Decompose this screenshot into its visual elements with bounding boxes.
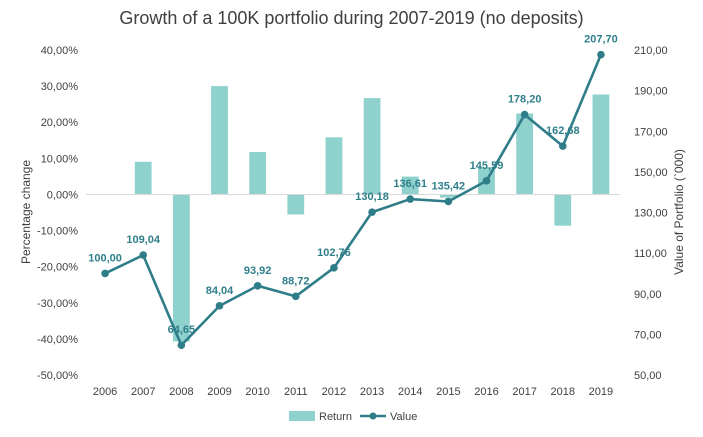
x-tick-label: 2014: [398, 386, 422, 398]
value-label-2011: 88,72: [282, 275, 310, 287]
x-tick-label: 2015: [436, 386, 460, 398]
value-point-2018: [558, 142, 567, 150]
right-axis-title: Value of Portfolio (`000): [672, 149, 686, 275]
x-tick-label: 2008: [169, 386, 193, 398]
value-point-2016: [482, 177, 491, 185]
right-tick-label: 50,00: [634, 370, 662, 382]
value-label-2013: 130,18: [355, 191, 389, 203]
bar-return-2007: [134, 161, 152, 195]
bar-return-2013: [363, 98, 381, 195]
x-tick-label: 2017: [512, 386, 536, 398]
right-tick-label: 150,00: [634, 167, 668, 179]
bar-return-2014: [401, 176, 419, 195]
value-label-2019: 207,70: [584, 34, 618, 46]
right-tick-label: 70,00: [634, 329, 662, 341]
value-label-2009: 84,04: [206, 285, 234, 297]
x-tick-label: 2011: [284, 386, 308, 398]
right-tick-label: 210,00: [634, 45, 668, 57]
left-tick-label: -10,00%: [37, 226, 78, 238]
left-tick-label: 20,00%: [41, 117, 79, 129]
left-tick-label: 10,00%: [41, 153, 79, 165]
bar-return-2019: [592, 94, 610, 195]
value-point-2011: [291, 292, 300, 301]
value-label-2018: 162,68: [546, 125, 580, 137]
x-tick-label: 2012: [322, 386, 346, 398]
value-point-2015: [444, 197, 453, 206]
legend-label-value: Value: [390, 411, 417, 423]
bar-series-return: [134, 86, 610, 342]
value-point-2010: [253, 281, 262, 290]
value-label-2014: 136,61: [393, 178, 427, 190]
value-point-2014: [406, 195, 415, 203]
value-label-2017: 178,20: [508, 94, 542, 106]
value-point-2019: [597, 50, 605, 59]
left-tick-label: -50,00%: [37, 370, 78, 382]
bar-return-2010: [249, 151, 267, 195]
left-tick-label: 40,00%: [41, 45, 79, 57]
x-tick-label: 2009: [207, 386, 231, 398]
legend-swatch-value-marker: [369, 412, 377, 420]
right-tick-label: 170,00: [634, 126, 668, 138]
line-series-value: 100,00 109,04 64,65 84,04 93,92 88,72 102,76 13…: [88, 34, 618, 350]
right-tick-label: 110,00: [634, 248, 667, 260]
x-tick-label: 2010: [245, 386, 269, 398]
legend-swatch-return: [289, 411, 315, 421]
right-axis-ticks: 210,00 190,00 170,00 150,00 130,00 110,00 90,0…: [634, 45, 668, 382]
value-label-2016: 145,59: [470, 160, 504, 172]
x-tick-label: 2013: [360, 386, 384, 398]
legend-label-return: Return: [319, 411, 352, 423]
value-label-2007: 109,04: [126, 234, 161, 246]
value-line-path: [104, 54, 603, 347]
left-tick-label: 30,00%: [41, 81, 79, 93]
left-axis-ticks: 40,00% 30,00% 20,00% 10,00% 0,00% -10,00% -20,…: [37, 45, 78, 382]
value-label-2012: 102,76: [317, 247, 351, 259]
bar-return-2018: [554, 194, 572, 226]
x-axis-ticks: 2006 2007 2008 2009 2010 2011 2012 2013 2014 2015…: [93, 386, 613, 398]
value-label-2015: 135,42: [432, 180, 466, 192]
left-axis-title: Percentage change: [19, 160, 33, 264]
left-tick-label: -30,00%: [37, 298, 78, 310]
legend: Return Value: [289, 411, 417, 423]
x-tick-label: 2006: [93, 386, 117, 398]
value-point-2017: [520, 110, 529, 119]
right-tick-label: 90,00: [634, 289, 662, 301]
x-tick-label: 2019: [589, 386, 613, 398]
bar-return-2011: [287, 194, 305, 215]
x-tick-label: 2007: [131, 386, 155, 398]
value-point-2013: [368, 208, 376, 216]
value-point-2012: [330, 264, 338, 272]
bar-return-2012: [325, 137, 343, 195]
chart-title: Growth of a 100K portfolio during 2007-2…: [119, 8, 584, 28]
right-tick-label: 130,00: [634, 208, 668, 220]
value-point-2007: [139, 251, 148, 259]
value-label-2010: 93,92: [244, 265, 272, 277]
value-point-2009: [215, 302, 224, 310]
x-tick-label: 2018: [551, 386, 575, 398]
left-tick-label: 0,00%: [47, 189, 78, 201]
bar-return-2009: [211, 86, 228, 195]
bar-return-2008: [172, 194, 190, 342]
value-point-2006: [101, 269, 109, 278]
right-tick-label: 190,00: [634, 86, 668, 98]
left-tick-label: -40,00%: [37, 334, 78, 346]
left-tick-label: -20,00%: [37, 262, 78, 274]
x-tick-label: 2016: [474, 386, 498, 398]
value-label-2008: 64,65: [168, 324, 196, 336]
bar-return-2015: [439, 194, 457, 198]
value-point-2008: [177, 341, 186, 350]
value-label-2006: 100,00: [88, 252, 122, 264]
bar-return-2017: [516, 113, 534, 195]
